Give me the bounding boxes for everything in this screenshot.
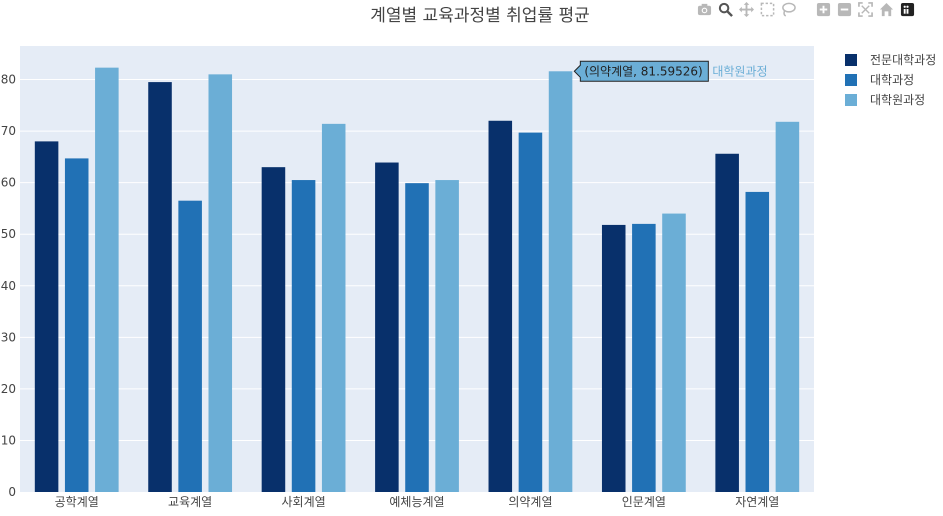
x-tick-label: 공학계열 (55, 495, 99, 509)
zoom-icon[interactable] (715, 0, 736, 18)
plotly-logo-icon[interactable] (897, 0, 918, 18)
bar-대학과정-공학계열[interactable] (64, 158, 89, 492)
x-tick-label: 자연계열 (735, 495, 779, 509)
bar-대학원과정-의약계열[interactable] (548, 71, 573, 492)
bar-대학원과정-사회계열[interactable] (321, 123, 346, 493)
bar-대학원과정-교육계열[interactable] (208, 74, 233, 492)
x-tick-label: 사회계열 (281, 495, 325, 509)
x-tick-label: 예체능계열 (389, 495, 444, 509)
legend-swatch[interactable] (845, 74, 857, 86)
bar-전문대학과정-공학계열[interactable] (34, 141, 59, 493)
bar-대학과정-사회계열[interactable] (291, 180, 316, 492)
y-tick-label: 0 (8, 485, 16, 499)
bar-전문대학과정-의약계열[interactable] (488, 120, 513, 493)
hover-tooltip: (의약계열, 81.59526) 대학원과정 (573, 60, 768, 82)
y-tick-label: 60 (1, 176, 16, 190)
bar-전문대학과정-예체능계열[interactable] (375, 162, 399, 492)
autoscale-icon[interactable] (855, 0, 876, 18)
y-tick-label: 80 (1, 73, 16, 87)
bar-대학과정-예체능계열[interactable] (405, 183, 429, 493)
legend-label[interactable]: 대학원과정 (870, 93, 925, 107)
legend-label[interactable]: 대학과정 (870, 73, 914, 87)
legend-swatch[interactable] (845, 54, 857, 66)
box-select-icon[interactable] (757, 0, 778, 18)
x-axis-ticks: 공학계열 교육계열 사회계열 예체능계열 의약계열 인문계열 자연계열 (55, 494, 780, 509)
modebar-spacer (799, 0, 813, 18)
zoom-in-icon[interactable] (813, 0, 834, 18)
bar-대학과정-교육계열[interactable] (178, 200, 202, 493)
bar-전문대학과정-사회계열[interactable] (261, 167, 286, 492)
x-tick-label: 의약계열 (508, 494, 552, 509)
lasso-icon[interactable] (778, 0, 799, 18)
bar-대학원과정-자연계열[interactable] (775, 121, 800, 492)
bar-전문대학과정-자연계열[interactable] (715, 153, 739, 493)
hover-series-label: 대학원과정 (712, 64, 767, 78)
x-tick-label: 인문계열 (622, 495, 666, 509)
bars (34, 67, 800, 493)
bar-대학원과정-예체능계열[interactable] (435, 180, 459, 492)
y-tick-label: 50 (1, 227, 16, 241)
bar-대학과정-의약계열[interactable] (518, 132, 543, 493)
chart-title: 계열별 교육과정별 취업률 평균 (370, 6, 590, 26)
zoom-out-icon[interactable] (834, 0, 855, 18)
y-tick-label: 30 (1, 330, 16, 344)
y-tick-label: 40 (1, 279, 16, 293)
modebar (694, 0, 918, 18)
legend-swatch[interactable] (845, 94, 857, 106)
reset-axes-icon[interactable] (876, 0, 897, 18)
x-tick-label: 교육계열 (168, 495, 212, 509)
pan-icon[interactable] (736, 0, 757, 18)
camera-icon[interactable] (694, 0, 715, 18)
bar-전문대학과정-인문계열[interactable] (601, 224, 626, 493)
bar-대학원과정-인문계열[interactable] (662, 213, 686, 492)
hover-box (573, 60, 709, 82)
bar-대학과정-인문계열[interactable] (632, 223, 656, 492)
legend-label[interactable]: 전문대학과정 (870, 53, 936, 67)
bar-전문대학과정-교육계열[interactable] (148, 82, 172, 493)
y-axis-ticks: 0 10 20 30 40 50 60 70 80 (1, 73, 16, 499)
bar-대학원과정-공학계열[interactable] (95, 67, 119, 493)
hover-value-label: (의약계열, 81.59526) (584, 63, 702, 78)
bar-대학과정-자연계열[interactable] (745, 191, 770, 493)
y-tick-label: 10 (1, 433, 16, 447)
y-tick-label: 70 (1, 124, 16, 138)
y-tick-label: 20 (1, 382, 16, 396)
